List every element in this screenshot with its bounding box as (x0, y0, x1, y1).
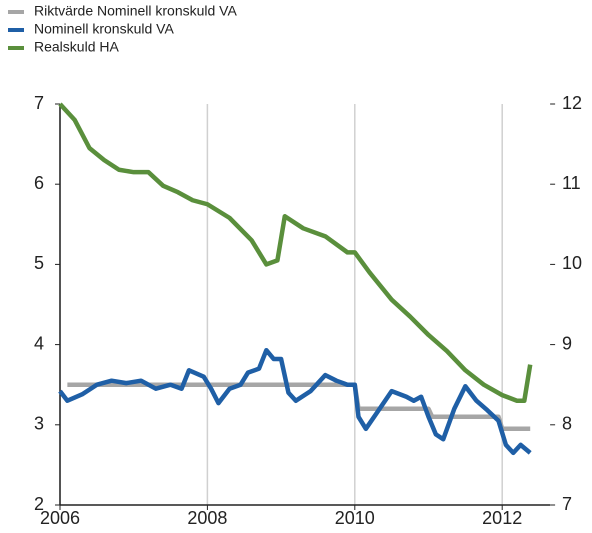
y2-tick-label: 11 (562, 173, 581, 193)
series-line (58, 347, 532, 456)
x-tick-label: 2010 (335, 508, 375, 528)
y2-tick-label: 9 (562, 333, 572, 353)
y-tick-label: 7 (34, 93, 44, 113)
x-tick-label: 2012 (482, 508, 522, 528)
x-tick-label: 2006 (40, 508, 80, 528)
x-tick-label: 2008 (187, 508, 227, 528)
y-tick-label: 6 (34, 173, 44, 193)
y2-tick-label: 7 (562, 494, 572, 514)
y-tick-label: 2 (34, 494, 44, 514)
y2-tick-label: 10 (562, 253, 582, 273)
legend-label: Riktvärde Nominell kronskuld VA (34, 3, 237, 19)
y-tick-label: 5 (34, 253, 44, 273)
y-tick-label: 4 (34, 333, 44, 353)
y2-tick-label: 12 (562, 93, 582, 113)
series-line (58, 102, 533, 403)
legend-label: Nominell kronskuld VA (34, 21, 174, 37)
y2-tick-label: 8 (562, 414, 572, 434)
y-tick-label: 3 (34, 414, 44, 434)
legend-label: Realskuld HA (34, 39, 119, 55)
